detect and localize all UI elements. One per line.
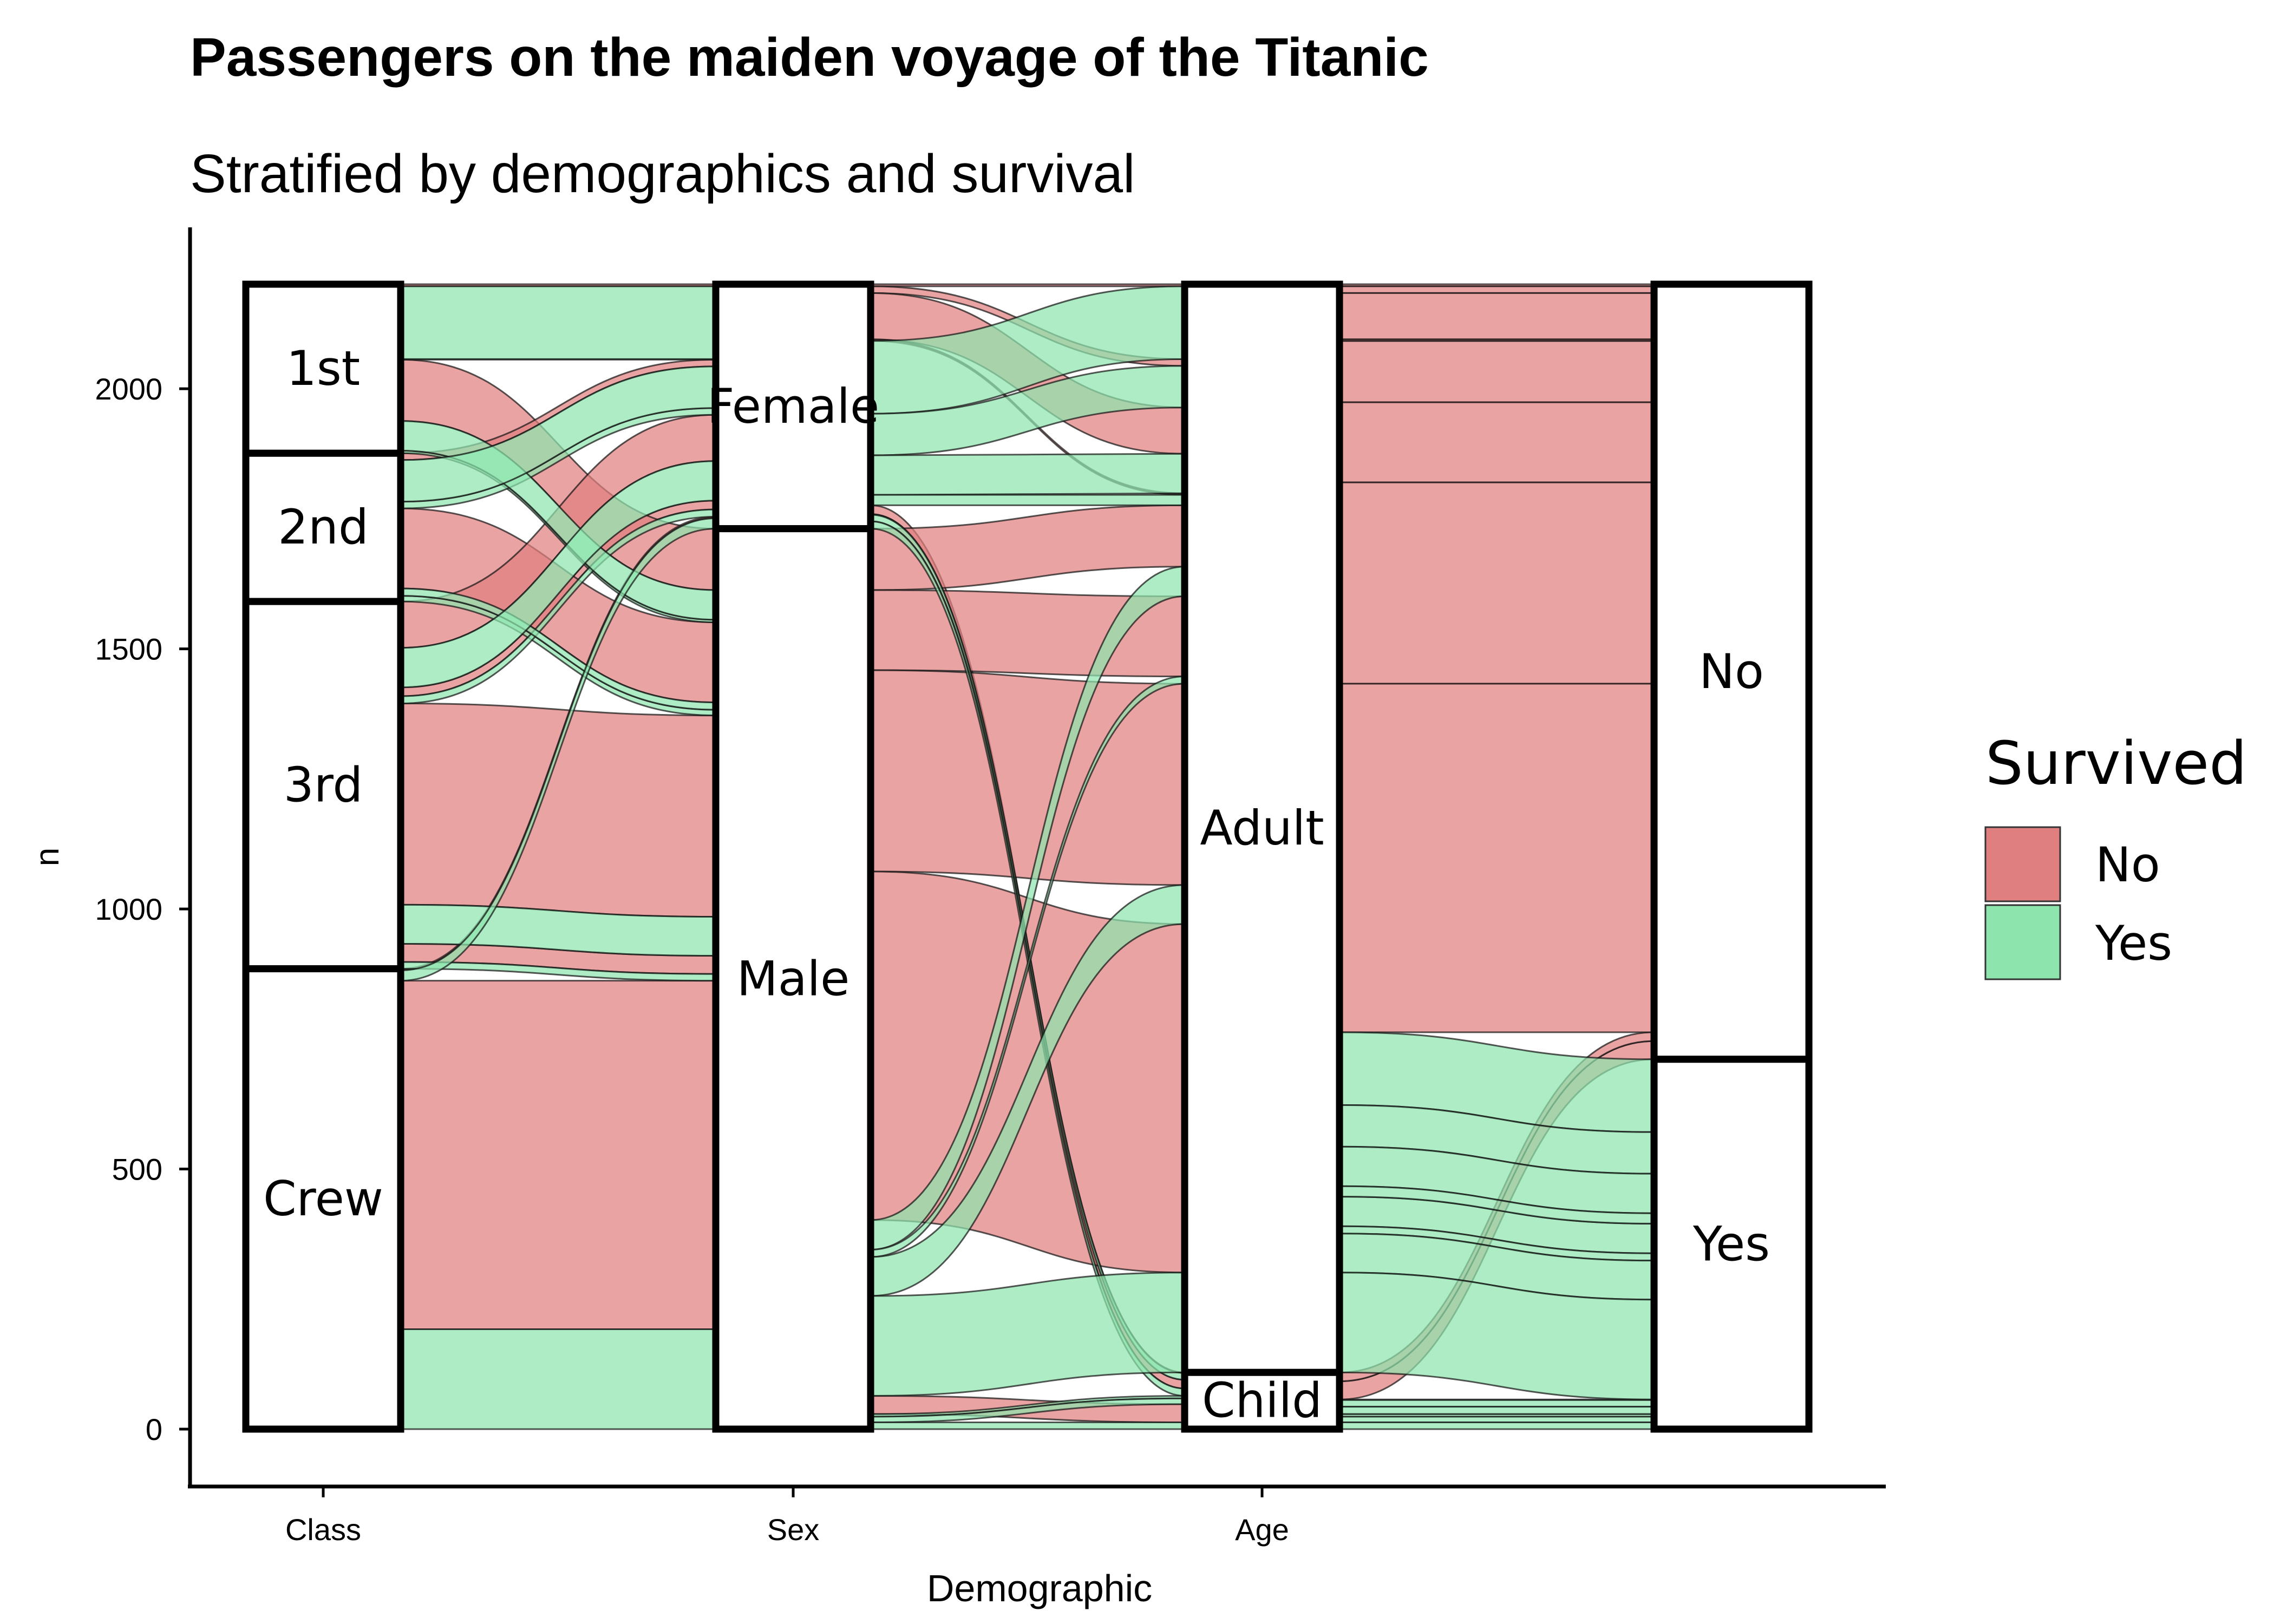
flow-band <box>1338 340 1655 403</box>
stratum-label: Male <box>737 951 850 1006</box>
legend-title: Survived <box>1985 729 2247 798</box>
stratum-box <box>242 965 404 1433</box>
flow-band <box>400 703 717 918</box>
stratum-label: Yes <box>1693 1216 1770 1272</box>
y-tick-label: 2000 <box>95 372 162 406</box>
flow-band <box>1338 683 1655 1033</box>
x-axis: Class Sex Age <box>285 1487 1289 1547</box>
legend-label-no: No <box>2095 837 2160 893</box>
stratum-box <box>712 280 874 533</box>
x-axis-title: Demographic <box>927 1567 1152 1609</box>
y-tick-label: 1000 <box>95 892 162 926</box>
x-tick-label: Age <box>1235 1512 1289 1547</box>
stratum-box <box>242 598 404 973</box>
stratum-box <box>1181 1368 1343 1433</box>
stratum-box <box>242 280 404 457</box>
y-axis: 0 500 1000 1500 2000 <box>95 372 190 1446</box>
flow-band <box>400 1328 717 1430</box>
chart-title: Passengers on the maiden voyage of the T… <box>190 27 1429 88</box>
chart-subtitle: Stratified by demographics and survival <box>190 143 1135 204</box>
stratum-label: Child <box>1202 1373 1322 1429</box>
stratum-box <box>712 525 874 1433</box>
stratum-label: 1st <box>286 340 360 396</box>
flow-band <box>1338 285 1655 294</box>
stratum-label: 2nd <box>278 499 369 555</box>
flow-band <box>1338 401 1655 483</box>
flow-band <box>400 980 717 1331</box>
y-tick-label: 0 <box>146 1412 162 1446</box>
flow-band <box>1338 292 1655 340</box>
legend-label-yes: Yes <box>2095 915 2172 971</box>
legend-key-no <box>1984 826 2061 902</box>
flow-band <box>1338 1399 1655 1408</box>
flow-band <box>1338 1416 1655 1424</box>
stratum-label: No <box>1699 644 1764 699</box>
flow-band <box>1338 338 1655 342</box>
y-axis-title: n <box>29 848 66 866</box>
flow-band <box>870 494 1186 506</box>
legend: Survived No Yes <box>1984 729 2247 980</box>
flow-band <box>1338 1406 1655 1415</box>
stratum-box <box>1181 280 1343 1376</box>
flow-band <box>870 1422 1186 1430</box>
flow-band <box>1338 481 1655 685</box>
y-tick-label: 500 <box>112 1152 162 1187</box>
stratum-label: Female <box>707 378 879 434</box>
stratum-label: 3rd <box>284 757 363 813</box>
flow-band <box>870 283 1186 287</box>
legend-key-yes <box>1984 904 2061 980</box>
stratum-label: Crew <box>263 1171 383 1227</box>
strata-layer: 1st 2nd 3rd Crew Female Male Adult Child No Yes <box>242 280 1813 1433</box>
flow-band <box>400 285 717 360</box>
flows-layer <box>400 283 1655 1430</box>
flow-band <box>870 453 1186 496</box>
x-tick-label: Sex <box>767 1512 820 1547</box>
stratum-box <box>1650 1056 1813 1433</box>
stratum-box <box>1650 280 1813 1063</box>
stratum-label: Adult <box>1200 800 1324 856</box>
flow-band <box>1338 1422 1655 1430</box>
flow-band <box>870 1272 1186 1397</box>
x-tick-label: Class <box>285 1512 361 1547</box>
y-tick-label: 1500 <box>95 632 162 666</box>
